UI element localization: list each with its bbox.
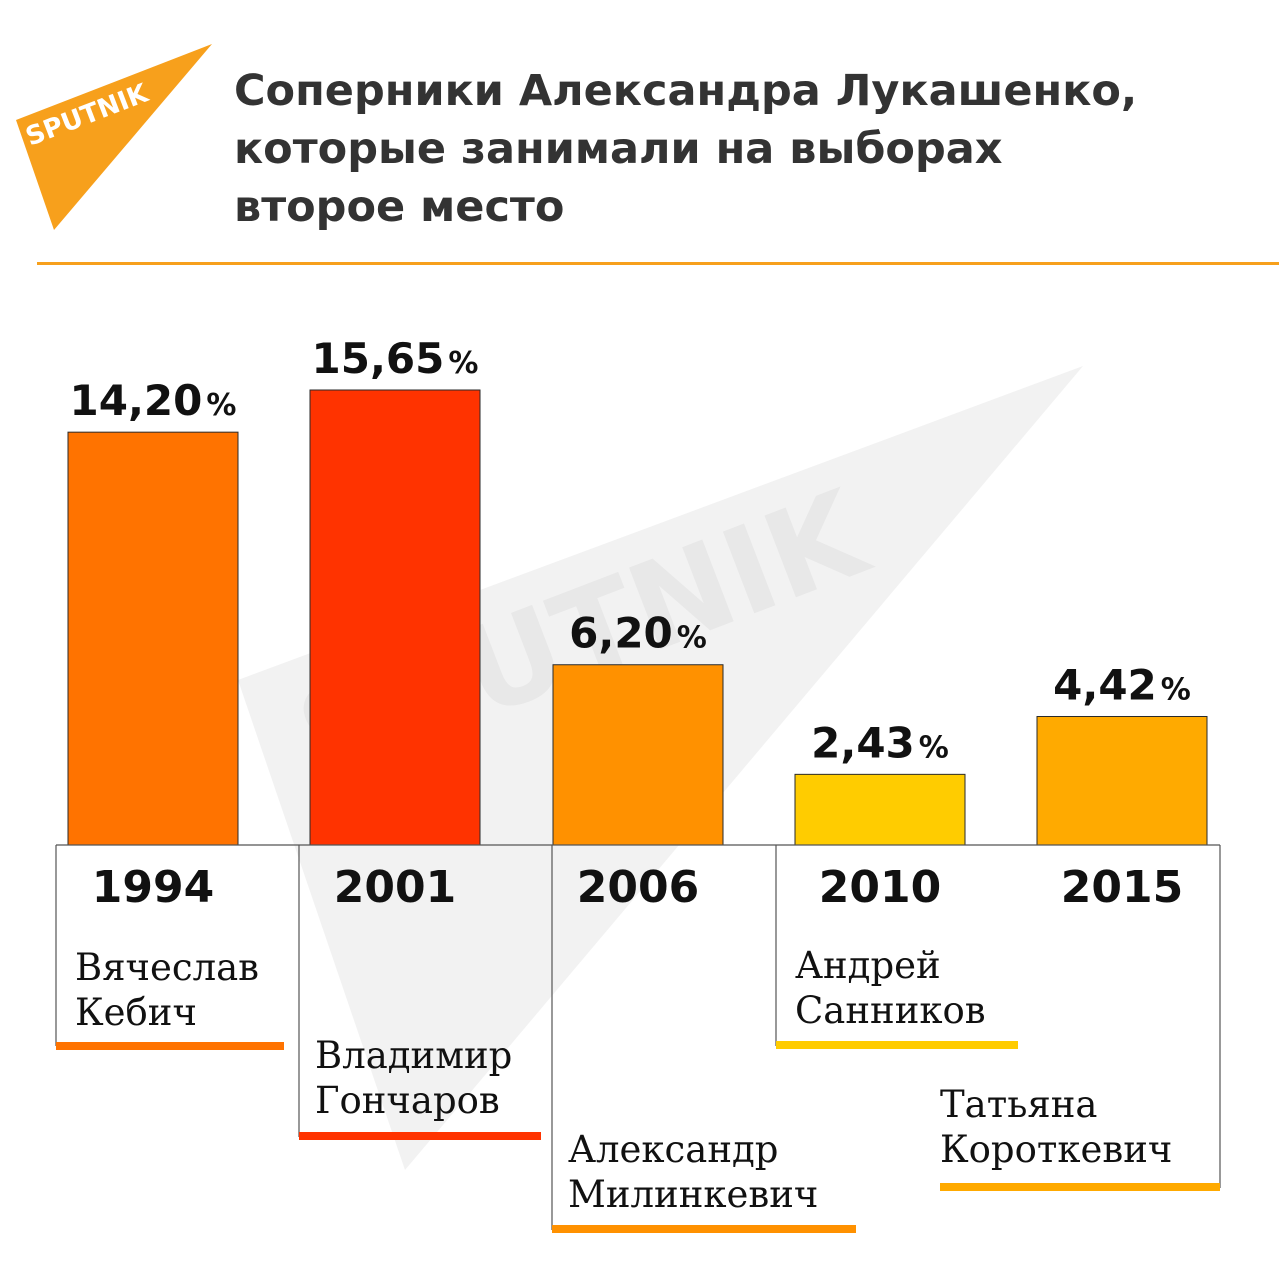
bar-2010 (794, 773, 966, 846)
value-number: 15,65 (312, 334, 445, 383)
candidate-name-2015-2: Короткевич (940, 1128, 1172, 1171)
year-label-2015: 2015 (1061, 862, 1183, 913)
value-number: 14,20 (70, 376, 203, 425)
name-underline-2015 (940, 1183, 1220, 1191)
value-number: 2,43 (811, 718, 915, 767)
value-label-2010: 2,43% (811, 718, 949, 767)
title-line-1: Соперники Александра Лукашенко, (234, 66, 1138, 116)
year-label-2001: 2001 (334, 862, 456, 913)
title-line-3: второе место (234, 182, 565, 232)
candidate-name-2001-2: Гончаров (315, 1079, 500, 1122)
candidate-name-1994-2: Кебич (75, 991, 197, 1034)
name-underline-2001 (299, 1132, 541, 1140)
name-underline-1994 (56, 1042, 284, 1050)
candidate-name-2001-1: Владимир (315, 1034, 512, 1077)
bar-1994 (67, 431, 239, 846)
value-label-2015: 4,42% (1053, 660, 1191, 709)
candidate-name-2006-2: Милинкевич (568, 1173, 818, 1216)
title-divider (37, 262, 1279, 265)
chart-title: Соперники Александра Лукашенко, которые … (234, 62, 1264, 236)
year-label-2006: 2006 (577, 862, 699, 913)
year-label-2010: 2010 (819, 862, 941, 913)
bar-2015 (1036, 715, 1208, 846)
value-label-2006: 6,20% (569, 609, 707, 658)
candidate-name-2010-2: Санников (795, 989, 986, 1032)
value-number: 6,20 (569, 609, 673, 658)
bar-2001 (309, 389, 481, 846)
value-label-2001: 15,65% (312, 334, 479, 383)
title-line-2: которые занимали на выборах (234, 124, 1003, 174)
value-unit: % (677, 621, 707, 656)
candidate-name-2006-1: Александр (568, 1128, 778, 1171)
value-unit: % (1161, 672, 1191, 707)
value-unit: % (206, 388, 236, 423)
value-number: 4,42 (1053, 660, 1157, 709)
bar-2006 (552, 664, 724, 846)
sputnik-logo: SPUTNIK (16, 44, 212, 230)
value-unit: % (448, 346, 478, 381)
name-underline-2010 (776, 1041, 1018, 1049)
value-label-1994: 14,20% (70, 376, 237, 425)
value-unit: % (919, 730, 949, 765)
candidate-name-2015-1: Татьяна (940, 1083, 1097, 1126)
year-label-1994: 1994 (92, 862, 214, 913)
candidate-name-1994-1: Вячеслав (75, 946, 259, 989)
name-underline-2006 (552, 1225, 856, 1233)
candidate-name-2010-1: Андрей (795, 944, 941, 987)
